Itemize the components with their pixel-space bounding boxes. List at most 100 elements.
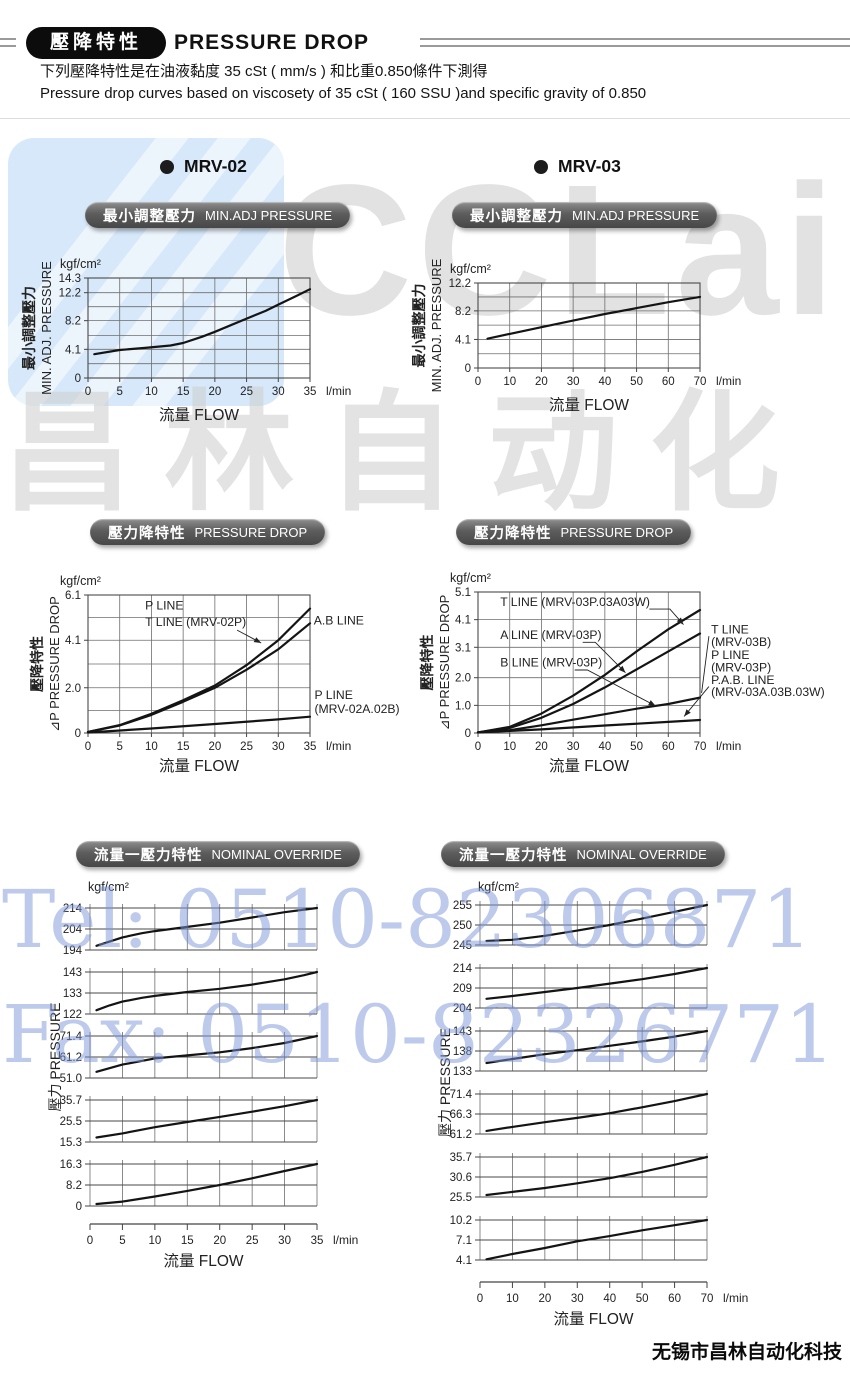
- svg-text:5.1: 5.1: [455, 587, 471, 599]
- company-name: 无锡市昌林自动化科技: [652, 1342, 843, 1363]
- subtitle-zh: 下列壓降特性是在油液黏度 35 cSt ( mm/s ) 和比重0.850條件下…: [40, 63, 488, 80]
- svg-text:122: 122: [63, 1009, 82, 1021]
- svg-text:14.3: 14.3: [59, 273, 81, 285]
- svg-text:50: 50: [630, 741, 643, 753]
- chart-pressure-drop-mrv03: 0 10 20 30 40 50 60 70 0 1.0 2.0 3.1 4.1 5.1 l/min kgf/…: [408, 555, 850, 792]
- svg-text:204: 204: [453, 1003, 473, 1015]
- badge-pressure-drop-left: 壓力降特性 PRESSURE DROP: [90, 519, 326, 545]
- svg-text:1.0: 1.0: [455, 700, 471, 712]
- svg-text:6.1: 6.1: [65, 590, 81, 602]
- svg-text:0: 0: [76, 1201, 82, 1213]
- svg-text:71.4: 71.4: [450, 1089, 473, 1101]
- svg-text:8.2: 8.2: [455, 306, 471, 318]
- badge-min-adj-right: 最小調整壓力 MIN.ADJ PRESSURE: [452, 202, 718, 228]
- chart-pressure-drop-mrv02: 0 5 10 15 20 25 30 35 0 2.0 4.1 6.1 l/min kgf/cm² 壓降特性…: [18, 560, 418, 783]
- svg-text:10: 10: [506, 1293, 519, 1305]
- svg-text:250: 250: [453, 920, 472, 932]
- header-rule-left: [0, 38, 16, 47]
- svg-text:A.B LINE: A.B LINE: [314, 613, 364, 627]
- badge-pressure-drop-right: 壓力降特性 PRESSURE DROP: [456, 519, 692, 545]
- svg-text:4.1: 4.1: [456, 1255, 472, 1267]
- svg-text:0: 0: [475, 376, 481, 388]
- svg-text:0: 0: [85, 741, 91, 753]
- chart-min-adj-mrv03: 0 10 20 30 40 50 60 70 0 4.1 8.2 12.2 l/min kgf/cm² 最小…: [408, 248, 850, 453]
- svg-text:61.2: 61.2: [450, 1129, 472, 1141]
- svg-text:l/min: l/min: [723, 1291, 748, 1305]
- svg-text:214: 214: [453, 963, 473, 975]
- svg-text:40: 40: [598, 741, 611, 753]
- svg-text:138: 138: [453, 1046, 472, 1058]
- svg-text:最小調整壓力: 最小調整壓力: [21, 286, 37, 370]
- svg-text:流量 FLOW: 流量 FLOW: [549, 757, 629, 775]
- svg-text:30: 30: [567, 376, 580, 388]
- svg-text:245: 245: [453, 940, 472, 952]
- svg-text:0: 0: [465, 728, 471, 740]
- svg-text:50: 50: [630, 376, 643, 388]
- svg-text:0: 0: [465, 363, 471, 375]
- svg-text:流量 FLOW: 流量 FLOW: [159, 406, 239, 424]
- svg-text:A LINE (MRV-03P): A LINE (MRV-03P): [500, 628, 601, 642]
- svg-text:⊿P PRESSURE DROP: ⊿P PRESSURE DROP: [47, 596, 62, 732]
- svg-text:214: 214: [63, 903, 83, 915]
- svg-text:l/min: l/min: [326, 384, 351, 398]
- svg-text:35.7: 35.7: [60, 1095, 82, 1107]
- svg-text:kgf/cm²: kgf/cm²: [88, 880, 129, 894]
- svg-text:40: 40: [598, 376, 611, 388]
- section-badge: 壓降特性: [26, 27, 167, 59]
- svg-text:2.0: 2.0: [455, 673, 471, 685]
- svg-text:60: 60: [662, 376, 675, 388]
- svg-text:3.1: 3.1: [455, 642, 471, 654]
- svg-text:50: 50: [636, 1293, 649, 1305]
- svg-text:MIN. ADJ. PRESSURE: MIN. ADJ. PRESSURE: [429, 258, 444, 392]
- svg-text:30.6: 30.6: [450, 1172, 472, 1184]
- svg-text:T LINE (MRV-03P.03A03W): T LINE (MRV-03P.03A03W): [500, 595, 650, 609]
- svg-text:255: 255: [453, 900, 472, 912]
- svg-text:20: 20: [213, 1235, 226, 1247]
- bullet-icon: [160, 159, 174, 174]
- svg-text:kgf/cm²: kgf/cm²: [450, 262, 491, 276]
- svg-text:30: 30: [567, 741, 580, 753]
- logo-watermark-blob: [8, 138, 284, 406]
- svg-text:B LINE (MRV-03P): B LINE (MRV-03P): [500, 656, 602, 670]
- page-title: PRESSURE DROP: [174, 31, 370, 54]
- svg-text:0: 0: [85, 386, 91, 398]
- svg-text:70: 70: [701, 1293, 714, 1305]
- svg-text:10: 10: [145, 386, 158, 398]
- svg-text:l/min: l/min: [716, 739, 741, 753]
- svg-text:70: 70: [694, 376, 707, 388]
- svg-text:70: 70: [694, 741, 707, 753]
- svg-text:10.2: 10.2: [450, 1215, 472, 1227]
- svg-text:35.7: 35.7: [450, 1152, 472, 1164]
- svg-text:P LINE: P LINE: [711, 648, 749, 662]
- svg-text:15: 15: [177, 386, 190, 398]
- chart-min-adj-mrv02: 0 5 10 15 20 25 30 35 0 4.1 8.2 12.2 14.3 l/min kgf/cm…: [18, 248, 400, 453]
- svg-text:60: 60: [662, 741, 675, 753]
- model-label-mrv02: MRV-02: [160, 156, 247, 177]
- svg-text:133: 133: [453, 1066, 472, 1078]
- svg-text:12.2: 12.2: [449, 278, 471, 290]
- svg-text:5: 5: [117, 741, 123, 753]
- svg-text:35: 35: [304, 386, 317, 398]
- svg-text:143: 143: [63, 967, 82, 979]
- svg-text:2.0: 2.0: [65, 683, 81, 695]
- svg-text:30: 30: [272, 741, 285, 753]
- svg-text:25.5: 25.5: [60, 1116, 82, 1128]
- svg-text:MIN. ADJ. PRESSURE: MIN. ADJ. PRESSURE: [39, 261, 54, 395]
- svg-text:66.3: 66.3: [450, 1109, 472, 1121]
- svg-text:15: 15: [181, 1235, 194, 1247]
- chart-nominal-override-mrv03: kgf/cm² 255 250 245 214 209 204 143 138 133 71.4 66…: [408, 875, 850, 1342]
- svg-text:(MRV-03A.03B.03W): (MRV-03A.03B.03W): [711, 685, 825, 699]
- svg-text:l/min: l/min: [326, 739, 351, 753]
- svg-text:(MRV-03B): (MRV-03B): [711, 635, 771, 649]
- svg-text:kgf/cm²: kgf/cm²: [450, 571, 491, 585]
- svg-text:20: 20: [535, 741, 548, 753]
- content-divider: [0, 118, 850, 119]
- svg-text:209: 209: [453, 983, 472, 995]
- svg-text:25: 25: [240, 741, 253, 753]
- svg-text:35: 35: [311, 1235, 324, 1247]
- svg-text:5: 5: [117, 386, 123, 398]
- svg-text:60: 60: [668, 1293, 681, 1305]
- svg-text:133: 133: [63, 988, 82, 1000]
- svg-text:10: 10: [503, 376, 516, 388]
- svg-text:T LINE (MRV-02P): T LINE (MRV-02P): [145, 615, 246, 629]
